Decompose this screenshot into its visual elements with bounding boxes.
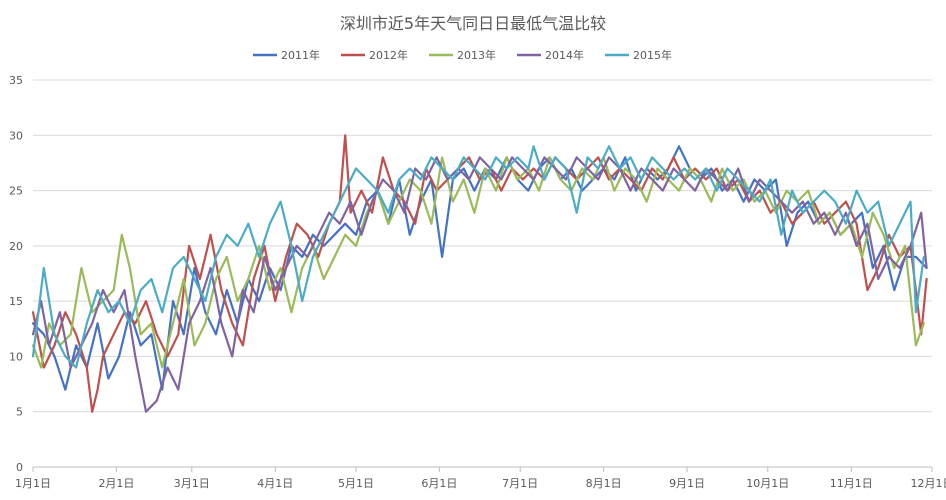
y-axis-ticks: 0 5 10 15 20 25 30 35 <box>9 74 23 474</box>
x-tick-label: 1月1日 <box>15 477 51 490</box>
y-tick-label: 0 <box>16 461 23 474</box>
x-tick-label: 4月1日 <box>257 477 293 490</box>
legend-item: 2014年 <box>517 48 584 62</box>
x-tick-label: 8月1日 <box>586 477 622 490</box>
series-line-2014年 <box>31 156 928 413</box>
x-tick-label: 3月1日 <box>174 477 210 490</box>
gridlines <box>33 79 932 468</box>
series-line-2015年 <box>31 145 925 369</box>
x-tick-label: 12月1日 <box>911 477 946 490</box>
y-tick-label: 35 <box>9 74 23 87</box>
series-line-2013年 <box>31 156 925 369</box>
x-tick-label: 5月1日 <box>338 477 374 490</box>
series-lines <box>31 134 928 413</box>
x-tick-label: 9月1日 <box>669 477 705 490</box>
x-tick-label: 10月1日 <box>746 477 789 490</box>
x-tick-label: 6月1日 <box>421 477 457 490</box>
legend-item: 2013年 <box>429 48 496 62</box>
x-tick-label: 7月1日 <box>502 477 538 490</box>
y-tick-label: 5 <box>16 406 23 419</box>
series-line-2012年 <box>31 134 928 413</box>
x-tick-label: 11月1日 <box>830 477 873 490</box>
y-tick-label: 25 <box>9 185 23 198</box>
y-tick-label: 15 <box>9 295 23 308</box>
y-tick-label: 20 <box>9 240 23 253</box>
legend-label: 2012年 <box>369 48 408 62</box>
legend-item: 2012年 <box>341 48 408 62</box>
legend-label: 2015年 <box>633 48 672 62</box>
y-tick-label: 10 <box>9 350 23 363</box>
legend-label: 2011年 <box>281 48 320 62</box>
legend: 2011年 2012年 2013年 2014年 2015年 <box>253 48 672 62</box>
legend-label: 2014年 <box>545 48 584 62</box>
chart-title: 深圳市近5年天气同日日最低气温比较 <box>340 14 606 33</box>
y-tick-label: 30 <box>9 129 23 142</box>
legend-item: 2011年 <box>253 48 320 62</box>
x-axis-ticks: 1月1日 2月1日 3月1日 4月1日 5月1日 6月1日 7月1日 8月1日 9月1日 10月1… <box>15 467 946 490</box>
legend-label: 2013年 <box>457 48 496 62</box>
x-tick-label: 2月1日 <box>98 477 134 490</box>
legend-item: 2015年 <box>605 48 672 62</box>
